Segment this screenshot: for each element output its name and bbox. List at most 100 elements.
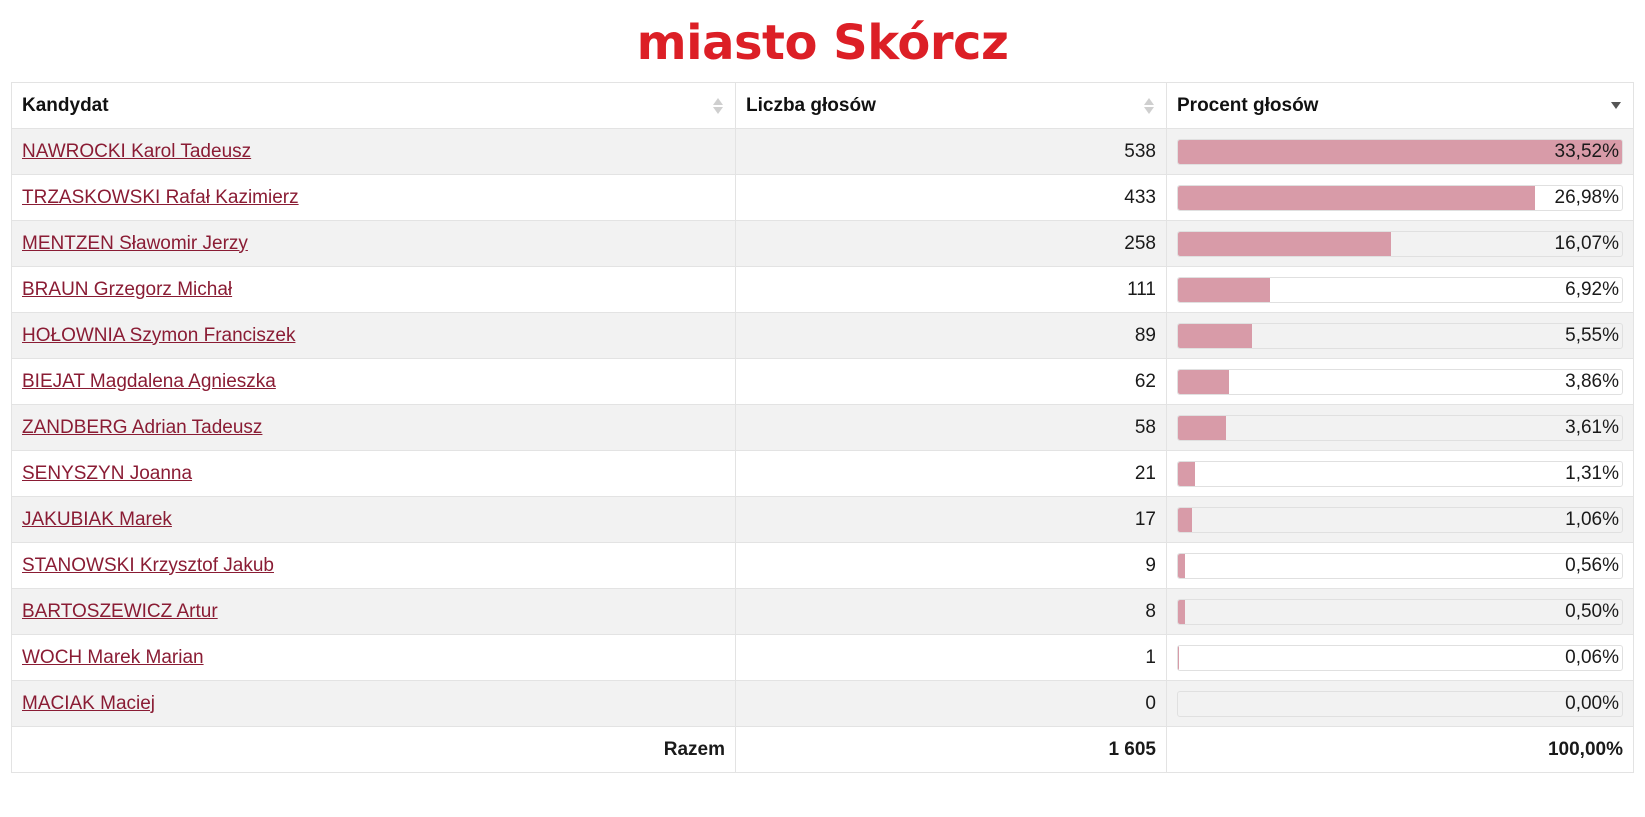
percent-cell: 6,92% — [1166, 266, 1634, 313]
table-row: WOCH Marek Marian 1 0,06% — [11, 634, 1634, 681]
candidate-cell: BARTOSZEWICZ Artur — [11, 588, 736, 635]
candidate-link[interactable]: BIEJAT Magdalena Agnieszka — [22, 370, 276, 392]
table-row: BIEJAT Magdalena Agnieszka 62 3,86% — [11, 358, 1634, 405]
table-row: BARTOSZEWICZ Artur 8 0,50% — [11, 588, 1634, 635]
votes-cell: 21 — [735, 450, 1167, 497]
percent-bar: 0,06% — [1177, 644, 1623, 671]
table-row: STANOWSKI Krzysztof Jakub 9 0,56% — [11, 542, 1634, 589]
percent-bar: 1,31% — [1177, 460, 1623, 487]
percent-bar: 0,00% — [1177, 690, 1623, 717]
table-row: BRAUN Grzegorz Michał 111 6,92% — [11, 266, 1634, 313]
percent-value: 3,61% — [1565, 416, 1619, 438]
table-row: MACIAK Maciej 0 0,00% — [11, 680, 1634, 727]
percent-cell: 0,00% — [1166, 680, 1634, 727]
votes-cell: 1 — [735, 634, 1167, 681]
percent-value: 5,55% — [1565, 324, 1619, 346]
candidate-cell: JAKUBIAK Marek — [11, 496, 736, 543]
percent-cell: 16,07% — [1166, 220, 1634, 267]
votes-cell: 89 — [735, 312, 1167, 359]
table-row: HOŁOWNIA Szymon Franciszek 89 5,55% — [11, 312, 1634, 359]
votes-cell: 0 — [735, 680, 1167, 727]
percent-bar: 3,86% — [1177, 368, 1623, 395]
candidate-link[interactable]: SENYSZYN Joanna — [22, 462, 193, 484]
candidate-cell: NAWROCKI Karol Tadeusz — [11, 128, 736, 175]
percent-bar-fill — [1178, 645, 1179, 670]
candidate-link[interactable]: MACIAK Maciej — [22, 692, 156, 714]
percent-bar-fill — [1178, 277, 1270, 302]
percent-cell: 33,52% — [1166, 128, 1634, 175]
candidate-link[interactable]: WOCH Marek Marian — [22, 646, 204, 668]
percent-value: 1,06% — [1565, 508, 1619, 530]
votes-cell: 17 — [735, 496, 1167, 543]
percent-bar: 6,92% — [1177, 276, 1623, 303]
percent-bar: 26,98% — [1177, 184, 1623, 211]
percent-value: 16,07% — [1554, 232, 1619, 254]
column-header-label: Kandydat — [22, 94, 109, 116]
percent-bar-fill — [1178, 369, 1230, 394]
percent-value: 0,50% — [1565, 600, 1619, 622]
candidate-cell: BIEJAT Magdalena Agnieszka — [11, 358, 736, 405]
total-percent: 100,00% — [1166, 726, 1634, 773]
table-row: ZANDBERG Adrian Tadeusz 58 3,61% — [11, 404, 1634, 451]
table-row: SENYSZYN Joanna 21 1,31% — [11, 450, 1634, 497]
candidate-link[interactable]: HOŁOWNIA Szymon Franciszek — [22, 324, 296, 346]
votes-cell: 258 — [735, 220, 1167, 267]
percent-bar-fill — [1178, 185, 1536, 210]
sort-descending-icon[interactable] — [1611, 96, 1621, 116]
percent-value: 6,92% — [1565, 278, 1619, 300]
percent-bar: 16,07% — [1177, 230, 1623, 257]
candidate-link[interactable]: MENTZEN Sławomir Jerzy — [22, 232, 248, 254]
column-header-label: Procent głosów — [1177, 94, 1319, 116]
percent-cell: 1,31% — [1166, 450, 1634, 497]
table-row: NAWROCKI Karol Tadeusz 538 33,52% — [11, 128, 1634, 175]
percent-cell: 0,56% — [1166, 542, 1634, 589]
percent-bar: 3,61% — [1177, 414, 1623, 441]
percent-value: 3,86% — [1565, 370, 1619, 392]
table-row: MENTZEN Sławomir Jerzy 258 16,07% — [11, 220, 1634, 267]
table-body: NAWROCKI Karol Tadeusz 538 33,52% TRZASKOWS… — [11, 128, 1634, 727]
table-header-row: Kandydat Liczba głosów Procent głosów — [11, 82, 1634, 129]
percent-bar: 0,50% — [1177, 598, 1623, 625]
percent-value: 33,52% — [1554, 140, 1619, 162]
page-title: miasto Skórcz — [636, 15, 1009, 71]
percent-cell: 5,55% — [1166, 312, 1634, 359]
table-row: TRZASKOWSKI Rafał Kazimierz 433 26,98% — [11, 174, 1634, 221]
percent-cell: 26,98% — [1166, 174, 1634, 221]
percent-bar-fill — [1178, 553, 1186, 578]
percent-bar-fill — [1178, 231, 1391, 256]
percent-value: 0,06% — [1565, 646, 1619, 668]
candidate-link[interactable]: JAKUBIAK Marek — [22, 508, 172, 530]
candidate-link[interactable]: TRZASKOWSKI Rafał Kazimierz — [22, 186, 299, 208]
table-row: JAKUBIAK Marek 17 1,06% — [11, 496, 1634, 543]
candidate-cell: TRZASKOWSKI Rafał Kazimierz — [11, 174, 736, 221]
percent-value: 0,00% — [1565, 692, 1619, 714]
votes-cell: 433 — [735, 174, 1167, 221]
column-header-votes[interactable]: Liczba głosów — [735, 82, 1167, 129]
candidate-link[interactable]: STANOWSKI Krzysztof Jakub — [22, 554, 274, 576]
candidate-link[interactable]: NAWROCKI Karol Tadeusz — [22, 140, 252, 162]
percent-value: 1,31% — [1565, 462, 1619, 484]
percent-cell: 3,61% — [1166, 404, 1634, 451]
total-label: Razem — [11, 726, 736, 773]
results-table: Kandydat Liczba głosów Procent głosów NA… — [11, 82, 1634, 773]
percent-cell: 3,86% — [1166, 358, 1634, 405]
candidate-link[interactable]: BRAUN Grzegorz Michał — [22, 278, 233, 300]
table-footer-row: Razem 1 605 100,00% — [11, 726, 1634, 773]
percent-bar-fill — [1178, 415, 1226, 440]
percent-value: 26,98% — [1554, 186, 1619, 208]
candidate-link[interactable]: ZANDBERG Adrian Tadeusz — [22, 416, 263, 438]
percent-bar: 1,06% — [1177, 506, 1623, 533]
sort-icon[interactable] — [713, 96, 723, 116]
votes-cell: 58 — [735, 404, 1167, 451]
percent-cell: 0,50% — [1166, 588, 1634, 635]
column-header-candidate[interactable]: Kandydat — [11, 82, 736, 129]
candidate-cell: MACIAK Maciej — [11, 680, 736, 727]
votes-cell: 9 — [735, 542, 1167, 589]
column-header-percent[interactable]: Procent głosów — [1166, 82, 1634, 129]
votes-cell: 111 — [735, 266, 1167, 313]
percent-bar: 0,56% — [1177, 552, 1623, 579]
percent-bar-fill — [1178, 507, 1193, 532]
sort-icon[interactable] — [1144, 96, 1154, 116]
percent-bar: 5,55% — [1177, 322, 1623, 349]
candidate-link[interactable]: BARTOSZEWICZ Artur — [22, 600, 218, 622]
